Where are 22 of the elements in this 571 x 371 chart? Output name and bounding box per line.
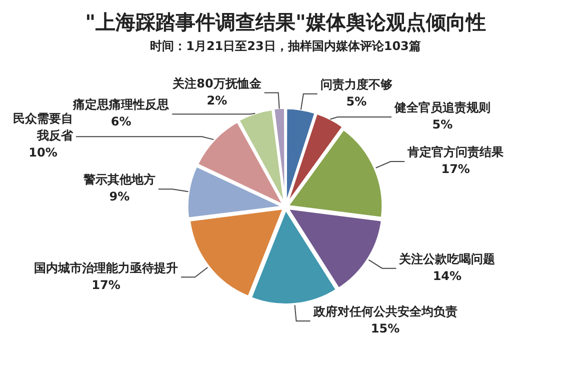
data-label: 5% [346,94,367,109]
data-label: 17% [441,162,470,176]
data-label: 9% [109,190,130,204]
slice-label: 民众需要自我反省 [13,112,74,143]
data-label: 17% [92,278,120,292]
slice-label: 问责力度不够 [320,78,392,92]
data-label: 6% [110,114,132,129]
data-label: 10% [28,146,58,160]
data-label: 14% [432,268,462,283]
data-label: 2% [206,93,228,108]
slice-label: 肯定官方问责结果 [406,145,505,160]
slice-label: 关注80万抚恤金 [172,76,262,90]
slice-label: 痛定思痛理性反思 [72,98,170,112]
slice-label: 国内城市治理能力亟待提升 [34,260,178,275]
slice-label: 健全官员追责规则 [393,100,490,115]
chart-title: "上海踩踏事件调查结果"媒体舆论观点倾向性 [84,9,487,36]
slice-label: 警示其他地方 [82,172,156,187]
slice-label: 关注公款吃喝问题 [398,252,496,266]
data-label: 15% [370,322,400,336]
slice-label: 政府对任何公共安全均负责 [312,304,458,319]
chart-subtitle: 时间：1月21日至23日，抽样国内媒体评论103篇 [149,38,422,55]
data-label: 5% [432,118,453,132]
